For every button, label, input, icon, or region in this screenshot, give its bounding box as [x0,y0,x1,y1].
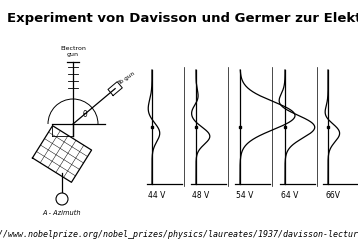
Text: 66V: 66V [325,190,340,199]
Text: θ: θ [83,110,88,118]
Text: To gun: To gun [117,70,136,85]
Circle shape [56,193,68,205]
Text: 44 V: 44 V [148,190,166,199]
Text: 64 V: 64 V [281,190,299,199]
Text: Experiment von Davisson und Germer zur Elektronenbeugung: Experiment von Davisson und Germer zur E… [7,12,358,25]
Text: http://www.nobelprize.org/nobel_prizes/physics/laureates/1937/davisson-lecture.p: http://www.nobelprize.org/nobel_prizes/p… [0,230,358,239]
Text: 48 V: 48 V [192,190,210,199]
Text: Electron
gun: Electron gun [60,46,86,57]
Text: A - Azimuth: A - Azimuth [43,209,81,215]
Text: 54 V: 54 V [236,190,254,199]
